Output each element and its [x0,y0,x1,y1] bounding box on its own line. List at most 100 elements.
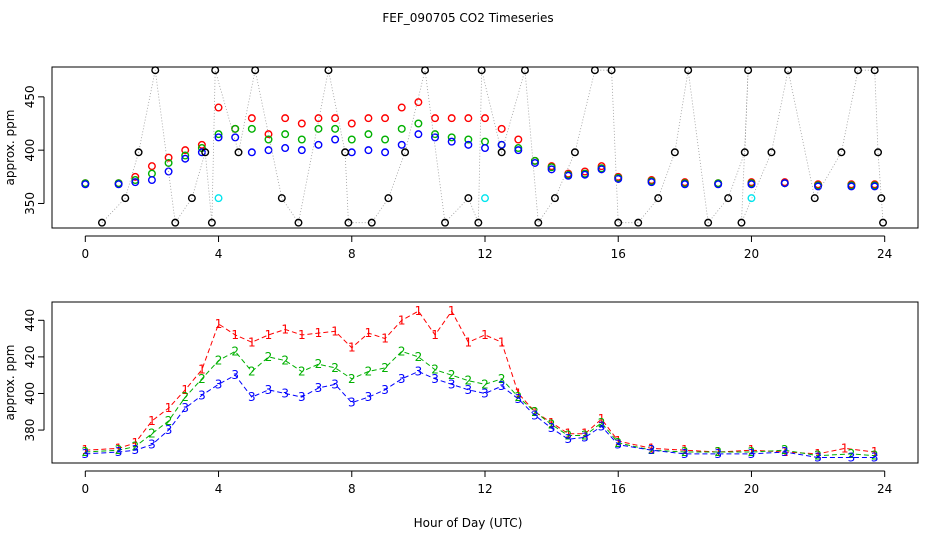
data-point [121,194,130,203]
data-point [547,165,556,174]
data-point [187,194,196,203]
data-point-label: 1 [448,304,456,318]
data-point [264,135,273,144]
data-point-label: 2 [848,447,856,461]
data-point-label: 2 [548,418,556,432]
data-point-label: 1 [748,443,756,457]
data-point-label: 2 [714,445,722,459]
data-point [347,119,356,128]
data-point-label: 1 [248,335,256,349]
data-point-label: 2 [814,449,822,463]
x-tick-label: 8 [348,247,356,261]
data-point-label: 1 [598,412,606,426]
data-point-label: 3 [348,396,356,410]
x-axis-label: Hour of Day (UTC) [414,516,523,530]
data-point [614,218,623,227]
data-point-label: 1 [498,335,506,349]
data-point [314,114,323,123]
data-point [680,180,689,189]
data-point [201,148,210,157]
data-point-label: 1 [648,441,656,455]
data-point [114,180,123,189]
data-point [854,66,863,75]
data-point [874,148,883,157]
x-tick-label: 16 [611,482,626,496]
y-tick-label: 450 [23,85,37,108]
data-point [81,180,90,189]
data-point-label: 1 [548,416,556,430]
data-point [474,218,483,227]
data-point [181,151,190,160]
data-point-label: 3 [481,386,489,400]
data-point [634,218,643,227]
data-point [497,148,506,157]
data-point-label: 3 [448,377,456,391]
data-point [481,137,490,146]
data-point-label: 1 [841,441,849,455]
data-point [281,114,290,123]
data-point-label: 3 [598,419,606,433]
data-point-label: 2 [165,414,173,428]
data-point [314,124,323,133]
data-point [347,148,356,157]
data-point [814,182,823,191]
data-point [481,114,490,123]
data-point-label: 1 [415,304,423,318]
data-point [277,194,286,203]
data-point-label: 3 [231,368,239,382]
data-point [297,135,306,144]
data-point [214,194,223,203]
x-tick-label: 0 [81,247,89,261]
x-tick-label: 0 [81,482,89,496]
data-point-label: 3 [281,386,289,400]
data-point [744,66,753,75]
data-point [381,148,390,157]
data-point [497,140,506,149]
data-point-label: 3 [548,421,556,435]
data-point [264,130,273,139]
data-point-label: 3 [248,390,256,404]
x-tick-label: 20 [744,247,759,261]
data-point-label: 1 [348,341,356,355]
y-tick-label: 350 [23,192,37,215]
data-point [344,218,353,227]
data-point-label: 3 [871,451,879,465]
data-point-label: 2 [231,344,239,358]
data-point-label: 2 [415,350,423,364]
data-point-label: 2 [465,374,473,388]
data-point [364,114,373,123]
data-point [870,182,879,191]
data-point [181,146,190,155]
data-point-label: 1 [431,328,439,342]
data-point-label: 2 [365,365,373,379]
data-point-label: 3 [131,443,139,457]
data-point [431,130,440,139]
figure-title: FEF_090705 CO2 Timeseries [382,11,553,25]
data-point-label: 1 [614,434,622,448]
data-point-label: 1 [298,328,306,342]
data-point-label: 1 [381,332,389,346]
data-point [414,130,423,139]
data-point [784,66,793,75]
data-point-label: 2 [331,361,339,375]
data-point [294,218,303,227]
data-point [281,144,290,153]
data-point-label: 3 [365,390,373,404]
y-axis-label: approx. ppm [3,110,17,186]
data-point [331,114,340,123]
data-point-label: 1 [681,443,689,457]
data-point [550,194,559,203]
y-axis-label: approx. ppm [3,345,17,421]
x-tick-label: 24 [877,247,892,261]
data-point-label: 2 [381,361,389,375]
data-point [684,66,693,75]
data-point [347,135,356,144]
data-point [211,66,220,75]
data-point-label: 1 [714,445,722,459]
data-point [247,148,256,157]
data-point [879,218,888,227]
data-point-label: 3 [581,430,589,444]
data-point [447,114,456,123]
